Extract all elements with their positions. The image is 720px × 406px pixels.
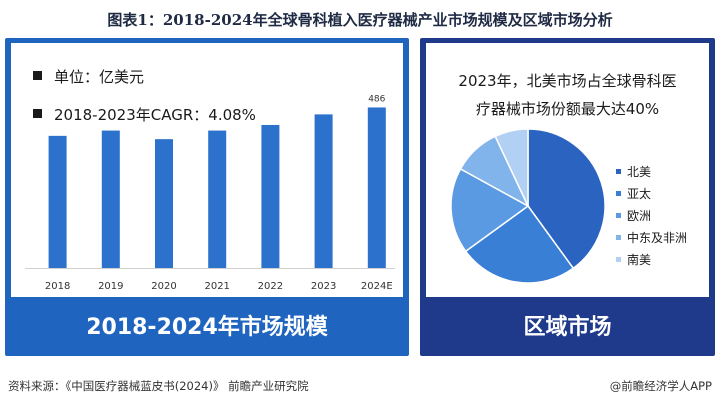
x-tick-label: 2021 xyxy=(204,281,229,292)
bar-data-label: 486 xyxy=(368,94,385,104)
regional-heading-line-1: 2023年，北美市场占全球骨科医 xyxy=(458,72,677,90)
pie-slice-欧洲 xyxy=(450,167,530,253)
bar-chart: 2018 2019 2020 2021 2022 2023 2024E 486 xyxy=(25,94,395,292)
legend-swatch xyxy=(616,191,621,196)
unit-row: 单位：亿美元 xyxy=(33,66,144,87)
legend-swatch xyxy=(616,235,621,240)
cagr-label: 2018-2023年CAGR：4.08% xyxy=(54,106,256,124)
regional-chart-area: 2023年，北美市场占全球骨科医 疗器械市场份额最大达40% 北美亚太欧洲中东及… xyxy=(426,43,709,297)
market-size-footer: 2018-2024年市场规模 xyxy=(86,315,328,340)
x-tick-label: 2018 xyxy=(45,281,70,292)
bullet-square-icon xyxy=(33,109,42,118)
bar-2021 xyxy=(208,130,227,268)
legend-item: 亚太 xyxy=(616,183,687,205)
regional-footer: 区域市场 xyxy=(523,315,612,340)
legend-swatch xyxy=(616,257,621,262)
bullet-square-icon xyxy=(33,71,42,80)
legend-label: 南美 xyxy=(627,253,652,267)
x-tick-label: 2024E xyxy=(361,281,393,292)
legend-swatch xyxy=(616,169,621,174)
legend-label: 中东及非洲 xyxy=(627,231,688,245)
regional-heading-line-2: 疗器械市场份额最大达40% xyxy=(475,100,660,118)
legend-label: 欧洲 xyxy=(627,209,652,223)
bar-2019 xyxy=(101,130,120,268)
x-tick-label: 2023 xyxy=(311,281,336,292)
bar-2018 xyxy=(48,135,67,268)
legend-item: 南美 xyxy=(616,249,687,271)
legend-item: 北美 xyxy=(616,161,687,183)
unit-label: 单位：亿美元 xyxy=(54,68,145,86)
pie-legend: 北美亚太欧洲中东及非洲南美 xyxy=(616,161,687,271)
bar-2020 xyxy=(155,139,173,268)
figure-title: 图表1：2018-2024年全球骨科植入医疗器械产业市场规模及区域市场分析 xyxy=(107,11,613,29)
source-note: 资料来源：《中国医疗器械蓝皮书(2024)》 前瞻产业研究院 xyxy=(8,379,309,393)
regional-market-panel: 2023年，北美市场占全球骨科医 疗器械市场份额最大达40% 北美亚太欧洲中东及… xyxy=(420,38,715,356)
legend-label: 北美 xyxy=(627,165,652,179)
brand-credit: @前瞻经济学人APP xyxy=(609,379,712,393)
market-size-chart-area: 单位：亿美元 2018-2023年CAGR：4.08% 2018 2019 2020… xyxy=(11,43,403,297)
x-tick-label: 2022 xyxy=(258,281,283,292)
bar-2024E xyxy=(367,107,386,268)
x-tick-label: 2020 xyxy=(151,281,176,292)
legend-item: 欧洲 xyxy=(616,205,687,227)
legend-item: 中东及非洲 xyxy=(616,227,687,249)
pie-slice-南美 xyxy=(494,128,529,207)
pie-chart xyxy=(450,128,606,284)
market-size-panel: 单位：亿美元 2018-2023年CAGR：4.08% 2018 2019 2020… xyxy=(5,38,409,356)
x-tick-label: 2019 xyxy=(98,281,123,292)
legend-label: 亚太 xyxy=(627,187,652,201)
pie-slice-亚太 xyxy=(464,204,575,284)
cagr-row: 2018-2023年CAGR：4.08% xyxy=(33,104,256,125)
bar-2023 xyxy=(314,114,333,268)
legend-swatch xyxy=(616,213,621,218)
pie-slice-北美 xyxy=(527,128,606,270)
bar-2022 xyxy=(261,124,280,269)
